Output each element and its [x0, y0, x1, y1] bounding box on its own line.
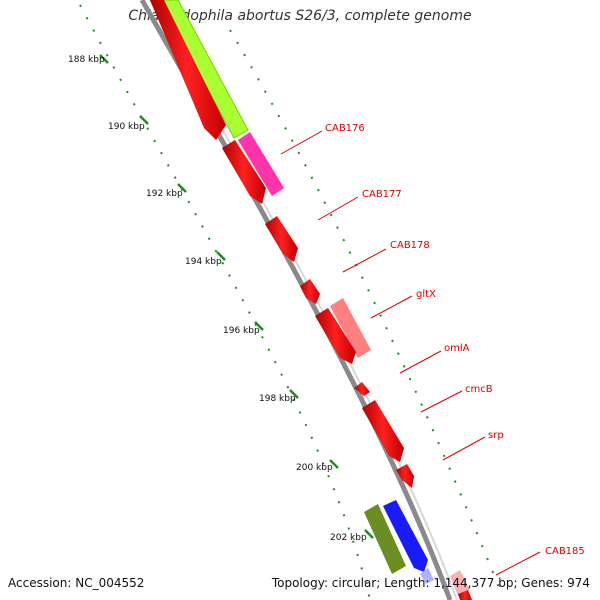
- tick-label: 192 kbp: [146, 189, 183, 199]
- gene-label[interactable]: CAB178: [390, 240, 430, 251]
- feature-lightblue[interactable]: [420, 568, 434, 584]
- map-title: Chlamydophila abortus S26/3, complete ge…: [128, 8, 472, 24]
- gene-cds-8[interactable]: [396, 464, 414, 488]
- gene-cds-3[interactable]: [265, 216, 298, 262]
- tick-labels: 188 kbp 190 kbp 192 kbp 194 kbp 196 kbp …: [68, 55, 367, 543]
- tick-label: 200 kbp: [296, 463, 333, 473]
- gene-label[interactable]: srp: [488, 430, 504, 441]
- topology-info: Topology: circular; Length: 1,144,377 bp…: [271, 576, 590, 590]
- gene-label[interactable]: cmcB: [465, 384, 493, 395]
- feature-blue[interactable]: [383, 500, 428, 572]
- gene-labels: CAB176 CAB177 CAB178 gltX omlA cmcB srp …: [325, 123, 585, 557]
- gene-cds-7[interactable]: [362, 400, 404, 462]
- gene-cds-lightred[interactable]: [330, 298, 371, 358]
- gene-label[interactable]: omlA: [444, 343, 470, 354]
- gene-cds-4[interactable]: [300, 279, 320, 304]
- tick-label: 196 kbp: [223, 326, 260, 336]
- gene-label[interactable]: CAB177: [362, 189, 402, 200]
- gene-label[interactable]: CAB176: [325, 123, 365, 134]
- tick-label: 188 kbp: [68, 55, 105, 65]
- feature-olive[interactable]: [364, 504, 406, 574]
- tick-label: 190 kbp: [108, 122, 145, 132]
- gene-label[interactable]: gltX: [416, 289, 436, 300]
- major-ticks: [99, 54, 374, 539]
- tick-label: 198 kbp: [259, 394, 296, 404]
- gene-cds-1[interactable]: [150, 0, 226, 140]
- gene-cds-5[interactable]: [315, 308, 356, 364]
- gene-label[interactable]: CAB185: [545, 546, 585, 557]
- gene-cds-9[interactable]: [458, 590, 472, 600]
- inner-dotted-track: [229, 29, 501, 591]
- gene-cds-6[interactable]: [354, 382, 370, 396]
- gene-cds-pink[interactable]: [238, 132, 284, 196]
- tick-label: 194 kbp: [185, 257, 222, 267]
- accession-label: Accession: NC_004552: [8, 576, 145, 590]
- feature-bottom-light[interactable]: [450, 570, 470, 596]
- gene-callouts: [280, 130, 541, 576]
- tick-label: 202 kbp: [330, 533, 367, 543]
- gene-cds-2[interactable]: [222, 140, 266, 204]
